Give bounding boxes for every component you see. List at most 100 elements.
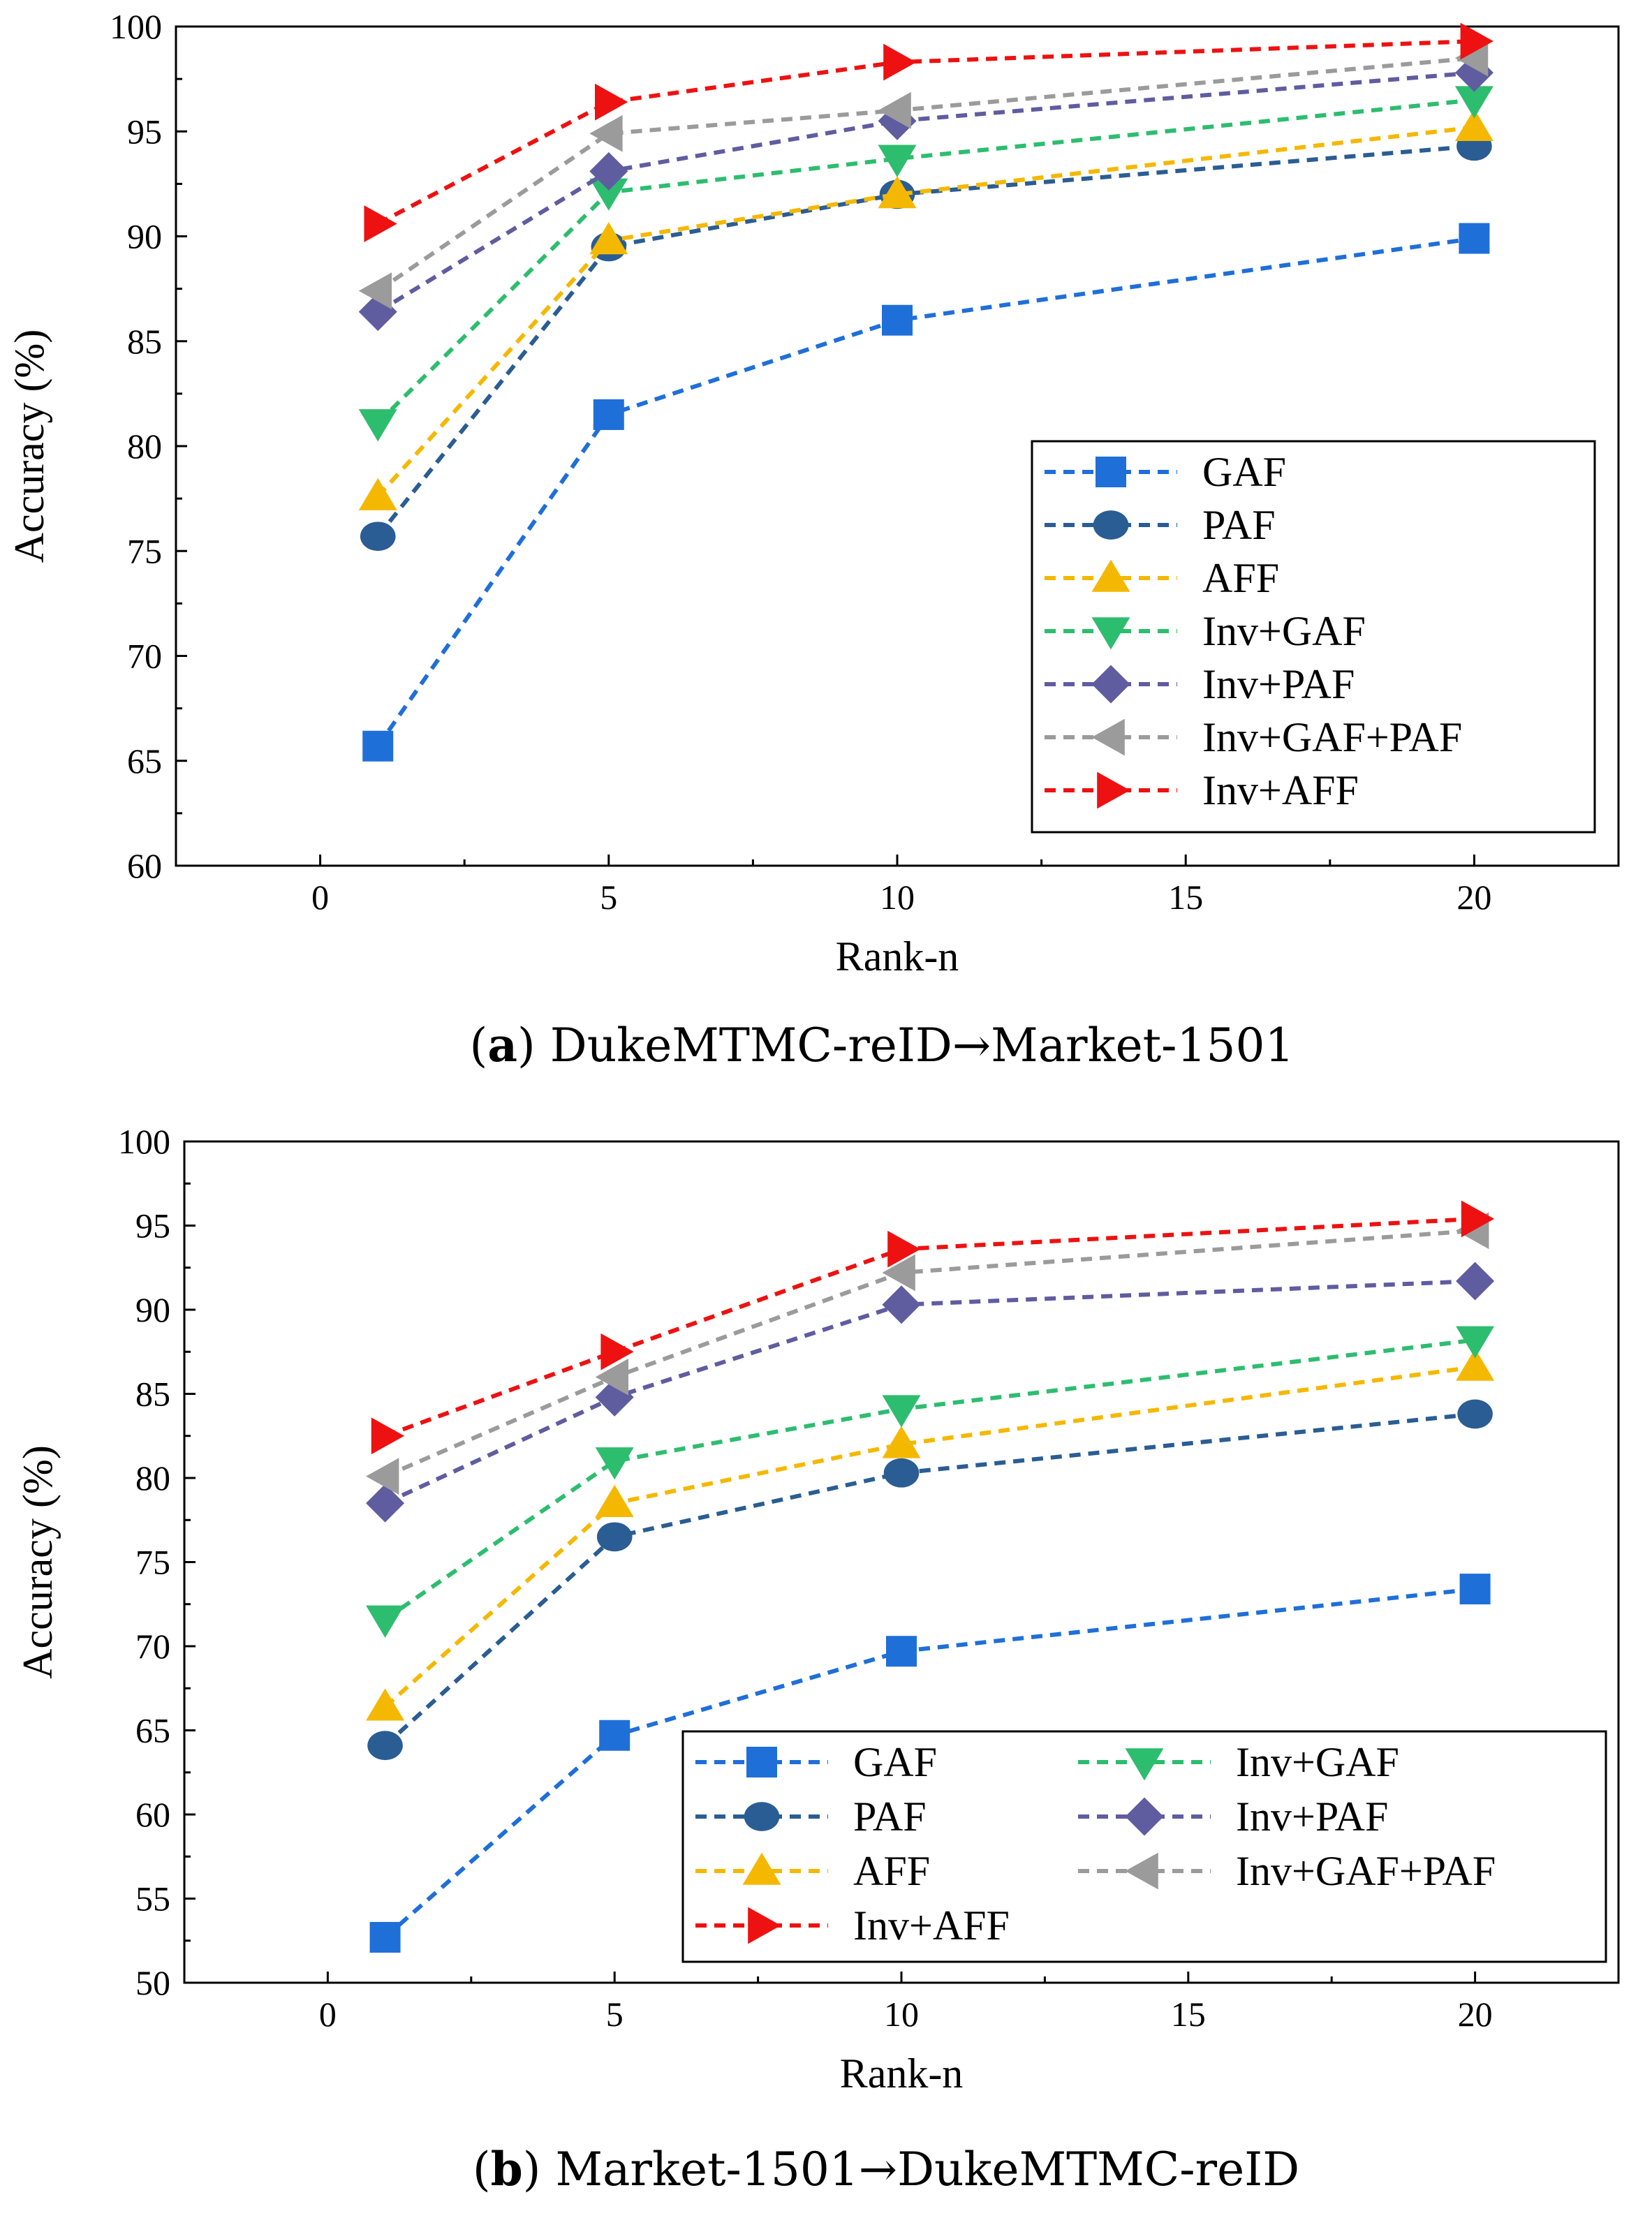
y-tick-label: 70: [135, 1627, 170, 1666]
y-tick-label: 65: [127, 741, 162, 781]
legend-label: AFF: [853, 1848, 930, 1894]
legend-marker: [1125, 1748, 1164, 1781]
y-tick-label: 55: [135, 1879, 170, 1918]
y-tick-label: 100: [110, 7, 162, 46]
legend-marker: [1091, 665, 1130, 704]
data-point: [366, 1458, 399, 1495]
data-point: [1456, 1348, 1495, 1381]
data-point: [882, 1395, 921, 1428]
data-point: [589, 114, 623, 152]
caption-text: Market-1501→DukeMTMC-reID: [555, 2143, 1299, 2196]
legend-marker: [1091, 559, 1130, 592]
legend-label: GAF: [853, 1739, 937, 1785]
data-point: [1460, 22, 1494, 60]
data-point: [1457, 1399, 1493, 1429]
legend-marker: [1125, 1852, 1158, 1890]
x-tick-label: 15: [1171, 1995, 1206, 2034]
legend-marker: [1091, 718, 1125, 756]
series-inv-paf: [366, 1262, 1495, 1523]
legend-label: Inv+AFF: [853, 1902, 1010, 1949]
data-point: [358, 272, 392, 310]
data-point: [882, 1285, 921, 1324]
figure-caption: (a) DukeMTMC-reID→Market-1501: [470, 1018, 1295, 1072]
caption-paren-open: (: [473, 2143, 491, 2196]
legend-item: Inv+GAF: [1045, 608, 1366, 654]
legend-item: PAF: [695, 1794, 927, 1840]
data-point: [1456, 1262, 1495, 1301]
legend-item: Inv+AFF: [1045, 767, 1359, 813]
y-tick-label: 75: [127, 531, 162, 570]
x-tick-label: 5: [606, 1995, 624, 2034]
legend-item: Inv+GAF: [1078, 1739, 1399, 1785]
series-line: [383, 1364, 1476, 1709]
data-point: [364, 205, 397, 242]
caption-letter: a: [487, 1018, 517, 1072]
legend-label: Inv+GAF+PAF: [1236, 1848, 1496, 1894]
legend-item: GAF: [1045, 449, 1286, 495]
y-tick-label: 100: [118, 1122, 170, 1161]
y-axis-title: Accuracy (%): [15, 1445, 61, 1679]
data-point: [878, 91, 911, 129]
data-point: [366, 1484, 405, 1523]
y-tick-label: 85: [127, 322, 162, 361]
data-point: [360, 522, 396, 552]
legend-marker: [748, 1907, 781, 1944]
legend-marker: [746, 1747, 777, 1777]
legend-item: Inv+PAF: [1078, 1794, 1388, 1840]
data-point: [367, 1731, 403, 1761]
caption-text: DukeMTMC-reID→Market-1501: [550, 1019, 1295, 1072]
series-line: [376, 144, 1475, 538]
legend-box: [1031, 440, 1596, 834]
y-tick-label: 95: [127, 112, 162, 151]
series-inv-gaf-paf: [358, 39, 1489, 310]
x-tick-label: 20: [1456, 878, 1491, 917]
legend-label: GAF: [1202, 449, 1286, 495]
data-point: [366, 1605, 405, 1638]
y-tick-label: 90: [127, 217, 162, 256]
data-point: [358, 478, 397, 510]
series-inv-aff: [364, 22, 1494, 242]
legend-item: Inv+PAF: [1045, 661, 1355, 707]
series-line: [376, 39, 1475, 226]
legend-label: Inv+AFF: [1202, 767, 1359, 813]
legend-marker: [1097, 771, 1130, 809]
data-point: [358, 409, 397, 442]
y-tick-label: 80: [127, 427, 162, 466]
series-aff: [358, 108, 1494, 510]
series-line: [376, 125, 1475, 498]
legend-marker: [742, 1852, 781, 1885]
y-tick-label: 65: [135, 1711, 170, 1750]
data-point: [369, 1921, 401, 1953]
x-axis-title: Rank-n: [840, 2050, 964, 2097]
legend-label: Inv+PAF: [1202, 661, 1355, 707]
figure-caption: (b) Market-1501→DukeMTMC-reID: [473, 2142, 1299, 2196]
series-paf: [367, 1399, 1493, 1761]
legend: GAF PAF AFF Inv+GAF Inv+PAF Inv+GAF+PAF Inv+AF…: [1031, 440, 1596, 834]
legend-label: Inv+GAF: [1236, 1739, 1399, 1785]
legend-marker: [1091, 617, 1130, 650]
legend-label: PAF: [853, 1794, 927, 1840]
series-line: [376, 71, 1475, 314]
data-point: [878, 176, 917, 209]
series-line: [384, 1228, 1475, 1479]
x-tick-label: 20: [1458, 1995, 1493, 2034]
chart-a: 60 65 70 75 80 85 90 95 100 0 5 10 15 20 Rank-n Accurac…: [6, 7, 1620, 1072]
legend-label: PAF: [1202, 502, 1276, 548]
caption-paren-close: ): [517, 1019, 550, 1072]
data-point: [595, 1484, 634, 1517]
x-tick-label: 0: [319, 1995, 337, 2034]
series-line: [384, 1216, 1475, 1438]
y-tick-label: 95: [135, 1206, 170, 1245]
y-tick-label: 50: [135, 1963, 170, 2002]
legend-item: PAF: [1045, 502, 1276, 548]
y-tick-label: 80: [135, 1458, 170, 1498]
series-aff: [366, 1348, 1495, 1721]
y-tick-label: 60: [135, 1795, 170, 1834]
legend-marker: [1125, 1797, 1164, 1836]
caption-paren-close: ): [523, 2143, 556, 2196]
data-point: [882, 1254, 915, 1292]
legend-item: AFF: [695, 1848, 930, 1894]
legend-item: GAF: [695, 1739, 937, 1785]
series-gaf: [362, 223, 1490, 762]
